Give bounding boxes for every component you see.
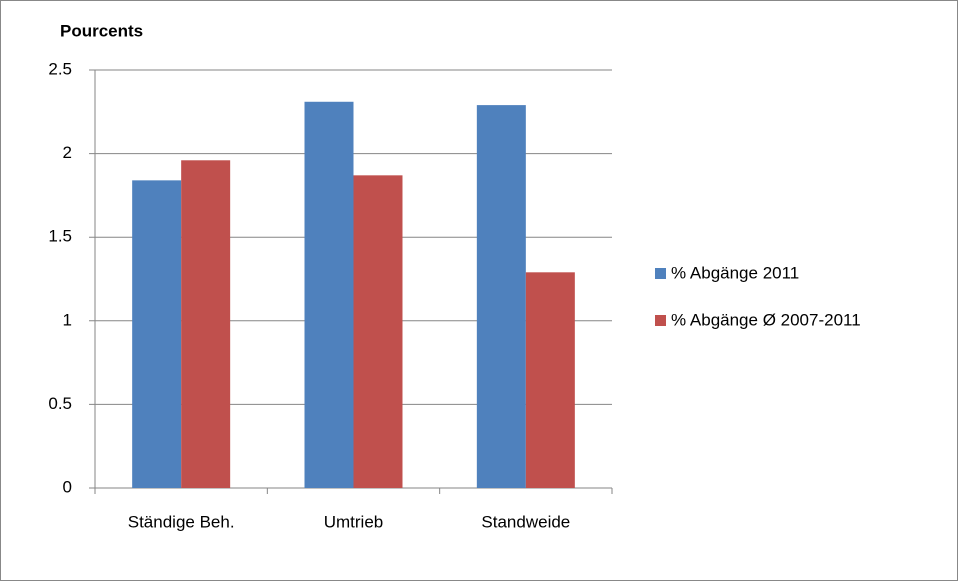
bar	[181, 160, 231, 488]
y-tick-label: 2.5	[48, 59, 72, 78]
x-tick-label: Ständige Beh.	[128, 512, 235, 531]
y-tick-label: 2	[63, 143, 72, 162]
bar	[304, 101, 354, 488]
y-tick-label: 0	[63, 477, 72, 496]
y-tick-label: 1.5	[48, 227, 72, 246]
bar	[525, 272, 575, 488]
y-tick-label: 1	[63, 310, 72, 329]
legend-label: % Abgänge Ø 2007-2011	[671, 310, 861, 329]
bar	[476, 105, 526, 488]
legend-swatch	[655, 315, 666, 326]
legend-label: % Abgänge 2011	[671, 263, 799, 282]
y-axis-title: Pourcents	[60, 21, 143, 40]
bar	[132, 180, 182, 489]
bar	[353, 175, 403, 488]
x-tick-label: Umtrieb	[324, 512, 384, 531]
y-tick-label: 0.5	[48, 394, 72, 413]
legend-swatch	[655, 268, 666, 279]
x-tick-label: Standweide	[481, 512, 570, 531]
